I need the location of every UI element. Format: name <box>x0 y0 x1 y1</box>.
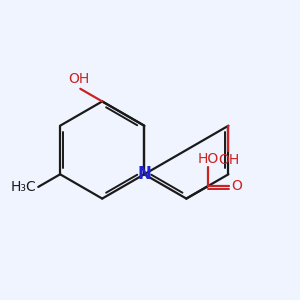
Text: H₃C: H₃C <box>10 180 36 194</box>
Text: HO: HO <box>198 152 219 166</box>
Text: OH: OH <box>68 73 89 86</box>
Text: N: N <box>137 165 151 183</box>
Text: OH: OH <box>218 153 239 167</box>
Text: O: O <box>231 179 242 193</box>
